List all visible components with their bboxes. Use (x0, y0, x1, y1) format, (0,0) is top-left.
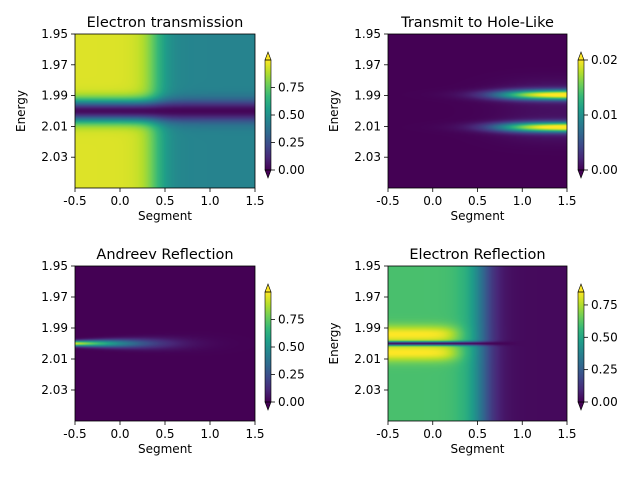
plot-title: Transmit to Hole-Like (400, 15, 554, 31)
y-tick-label: 2.01 (41, 352, 68, 366)
heatmap-image (75, 266, 255, 421)
colorbar: 0.00 0.01 0.02 (577, 51, 618, 179)
colorbar-tick-label: 0.01 (591, 108, 618, 122)
colorbar: 0.00 0.25 0.50 0.75 (264, 283, 305, 411)
x-tick-label: 1.0 (513, 194, 532, 208)
x-axis-label: Segment (451, 209, 505, 223)
colorbar-gradient (578, 60, 584, 170)
colorbar-tick-label: 0.00 (591, 395, 618, 409)
y-tick-label: 2.01 (354, 119, 381, 133)
x-tick-label: 1.0 (200, 194, 219, 208)
colorbar-extend-max (264, 283, 272, 293)
x-axis-label: Segment (451, 442, 505, 456)
x-tick-label: 0.5 (468, 194, 487, 208)
colorbar-tick-label: 0.50 (278, 340, 305, 354)
x-tick-label: 0.5 (155, 194, 174, 208)
x-tick-label: 1.5 (245, 427, 264, 441)
y-tick-label: 1.99 (41, 89, 68, 103)
x-tick-label: -0.5 (376, 194, 399, 208)
subplot-3: Andreev Reflection -0.5 0.0 0.5 1.0 1.5 1.95 1.… (41, 247, 304, 456)
x-tick-label: -0.5 (63, 194, 86, 208)
colorbar-tick-label: 0.75 (278, 313, 305, 327)
colorbar-extend-min (577, 169, 585, 179)
y-tick-label: 1.97 (354, 58, 381, 72)
x-tick-label: 1.0 (200, 427, 219, 441)
colorbar-tick-label: 0.75 (278, 81, 305, 95)
colorbar: 0.00 0.25 0.50 0.75 (577, 283, 618, 411)
x-tick-label: -0.5 (376, 427, 399, 441)
x-tick-label: 1.5 (245, 194, 264, 208)
y-tick-label: 1.99 (354, 321, 381, 335)
x-tick-label: 1.5 (557, 194, 576, 208)
colorbar-tick-label: 0.00 (591, 163, 618, 177)
colorbar-tick-label: 0.02 (591, 53, 618, 67)
subplot-1: Electron transmission -0.5 0.0 0.5 1.0 1.5 1.9… (14, 15, 305, 223)
colorbar-tick-label: 0.00 (278, 395, 305, 409)
x-tick-label: 0.0 (110, 427, 129, 441)
plot-title: Electron Reflection (409, 247, 545, 263)
y-tick-label: 2.03 (41, 150, 68, 164)
plot-title: Andreev Reflection (96, 247, 233, 263)
subplot-2: Transmit to Hole-Like -0.5 0.0 0.5 1.0 1.5 1.9… (327, 15, 618, 223)
y-axis-label: Energy (327, 322, 341, 364)
plot-title: Electron transmission (87, 15, 244, 31)
x-tick-label: 0.0 (423, 427, 442, 441)
colorbar-extend-min (264, 169, 272, 179)
x-tick-label: 0.0 (110, 194, 129, 208)
x-axis-label: Segment (138, 442, 192, 456)
colorbar-gradient (578, 292, 584, 402)
y-tick-label: 2.03 (41, 383, 68, 397)
x-tick-label: -0.5 (63, 427, 86, 441)
colorbar-tick-label: 0.25 (278, 368, 305, 382)
y-tick-label: 2.01 (41, 119, 68, 133)
x-axis-label: Segment (138, 209, 192, 223)
colorbar-extend-max (577, 283, 585, 293)
y-tick-label: 2.03 (354, 383, 381, 397)
y-tick-label: 2.03 (354, 150, 381, 164)
y-axis-label: Energy (14, 90, 28, 132)
colorbar-tick-label: 0.25 (591, 363, 618, 377)
colorbar-tick-label: 0.50 (591, 330, 618, 344)
y-tick-label: 1.97 (41, 58, 68, 72)
y-tick-label: 1.95 (354, 27, 381, 41)
colorbar-extend-max (577, 51, 585, 61)
y-tick-label: 1.97 (41, 290, 68, 304)
colorbar-gradient (265, 292, 271, 402)
colorbar-tick-label: 0.00 (278, 163, 305, 177)
y-tick-label: 1.97 (354, 290, 381, 304)
heatmap-image (75, 34, 255, 188)
colorbar-tick-label: 0.25 (278, 136, 305, 150)
colorbar-gradient (265, 60, 271, 170)
x-tick-label: 0.5 (155, 427, 174, 441)
subplot-4: Electron Reflection -0.5 0.0 0.5 1.0 1.5 1.95 1… (327, 247, 618, 456)
x-tick-label: 1.5 (557, 427, 576, 441)
heatmap-image (388, 34, 567, 188)
colorbar-extend-min (577, 401, 585, 411)
colorbar-extend-max (264, 51, 272, 61)
y-axis-label: Energy (327, 90, 341, 132)
y-tick-label: 1.95 (354, 259, 381, 273)
colorbar-extend-min (264, 401, 272, 411)
colorbar-tick-label: 0.75 (591, 298, 618, 312)
y-tick-label: 1.95 (41, 259, 68, 273)
heatmap-image (388, 266, 567, 421)
y-tick-label: 2.01 (354, 352, 381, 366)
x-tick-label: 0.5 (468, 427, 487, 441)
colorbar-frame (577, 291, 585, 403)
y-tick-label: 1.95 (41, 27, 68, 41)
y-tick-label: 1.99 (354, 89, 381, 103)
x-tick-label: 0.0 (423, 194, 442, 208)
colorbar: 0.00 0.25 0.50 0.75 (264, 51, 305, 179)
x-tick-label: 1.0 (513, 427, 532, 441)
colorbar-tick-label: 0.50 (278, 108, 305, 122)
y-tick-label: 1.99 (41, 321, 68, 335)
